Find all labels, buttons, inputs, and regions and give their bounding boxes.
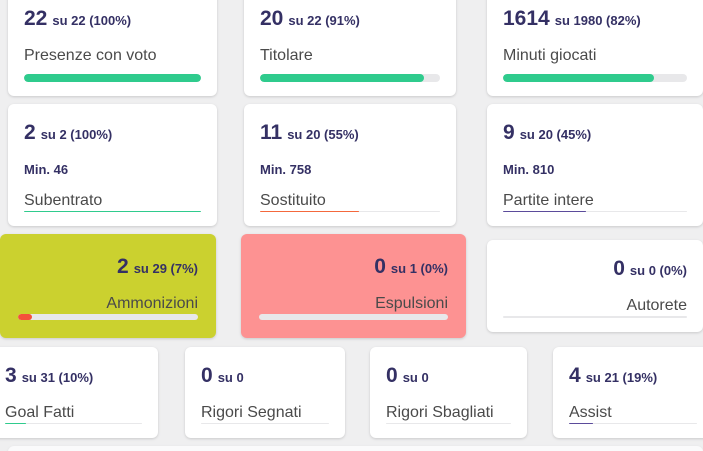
stat-detail: su 0	[217, 370, 244, 385]
stat-value: 0	[613, 257, 625, 280]
stat-value: 4	[569, 364, 581, 387]
stat-label: Ammonizioni	[106, 295, 198, 312]
progress-fill	[260, 74, 424, 82]
stat-value: 2	[24, 121, 36, 144]
stat-value: 0	[374, 255, 386, 278]
stat-detail: su 0	[402, 370, 429, 385]
progress-track	[260, 74, 440, 82]
stat-detail: su 1 (0%)	[390, 261, 448, 276]
stat-label: Espulsioni	[375, 295, 448, 312]
stat-label: Subentrato	[24, 192, 103, 209]
stat-label: Assist	[569, 404, 612, 421]
progress-track	[569, 423, 697, 424]
stat-detail: su 29 (7%)	[133, 261, 198, 276]
progress-track	[386, 423, 511, 424]
stat-value: 0	[386, 364, 398, 387]
stat-label: Goal Fatti	[5, 404, 75, 421]
stat-minutes: Min. 758	[260, 162, 312, 177]
stat-value: 20	[260, 7, 284, 30]
stat-value: 0	[201, 364, 213, 387]
stat-card-sostituito: 11 su 20 (55%) Min. 758 Sostituito	[244, 104, 456, 226]
stat-value: 2	[117, 255, 129, 278]
stat-value-line: 2 su 2 (100%)	[24, 122, 201, 146]
stat-card-espulsioni: 0 su 1 (0%) Espulsioni	[241, 234, 466, 338]
stat-value-line: 1614 su 1980 (82%)	[503, 8, 687, 32]
stat-value: 11	[260, 121, 283, 144]
stat-card-goal-fatti: 3 su 31 (10%) Goal Fatti	[0, 347, 158, 438]
stat-label: Presenze con voto	[24, 47, 157, 64]
stat-label: Autorete	[626, 297, 687, 314]
stat-minutes: Min. 810	[503, 162, 555, 177]
stat-value-line: 11 su 20 (55%)	[260, 122, 440, 146]
progress-fill	[260, 211, 359, 212]
stat-card-titolare: 20 su 22 (91%) Titolare	[244, 0, 456, 96]
stat-value: 3	[5, 364, 17, 387]
stat-card-minuti-giocati: 1614 su 1980 (82%) Minuti giocati	[487, 0, 703, 96]
stat-value-line: 0 su 1 (0%)	[259, 256, 448, 280]
progress-track	[259, 314, 448, 320]
stat-detail: su 22 (100%)	[52, 13, 132, 28]
progress-fill	[24, 211, 201, 212]
stat-value: 22	[24, 7, 48, 30]
progress-fill	[503, 74, 654, 82]
progress-track	[260, 211, 440, 212]
progress-track	[503, 316, 687, 318]
progress-track	[5, 423, 142, 424]
stat-value-line: 2 su 29 (7%)	[18, 256, 198, 280]
progress-track	[18, 314, 198, 320]
next-row-card-edge	[8, 446, 703, 451]
stat-value-line: 22 su 22 (100%)	[24, 8, 201, 32]
stat-card-autorete: 0 su 0 (0%) Autorete	[487, 240, 703, 332]
progress-fill	[569, 423, 594, 424]
progress-track	[503, 211, 687, 212]
stat-detail: su 20 (55%)	[287, 127, 359, 142]
stat-value: 9	[503, 121, 515, 144]
progress-fill	[5, 423, 26, 424]
stat-detail: su 1980 (82%)	[554, 13, 641, 28]
progress-fill	[18, 314, 33, 320]
stat-minutes: Min. 46	[24, 162, 69, 177]
progress-track	[201, 423, 329, 424]
progress-fill	[24, 74, 201, 82]
progress-track	[24, 74, 201, 82]
stat-detail: su 0 (0%)	[629, 263, 687, 278]
stat-value-line: 0 su 0 (0%)	[503, 258, 687, 282]
stat-card-assist: 4 su 21 (19%) Assist	[553, 347, 703, 438]
stat-value-line: 20 su 22 (91%)	[260, 8, 440, 32]
stat-label: Partite intere	[503, 192, 594, 209]
stat-label: Rigori Segnati	[201, 404, 302, 421]
stat-card-rigori-segnati: 0 su 0 Rigori Segnati	[185, 347, 345, 438]
stat-value: 1614	[503, 7, 550, 30]
progress-track	[503, 74, 687, 82]
stat-detail: su 31 (10%)	[21, 370, 94, 385]
stat-card-ammonizioni: 2 su 29 (7%) Ammonizioni	[0, 234, 216, 338]
stat-label: Rigori Sbagliati	[386, 404, 494, 421]
stat-label: Sostituito	[260, 192, 326, 209]
stat-label: Titolare	[260, 47, 313, 64]
stat-value-line: 9 su 20 (45%)	[503, 122, 687, 146]
stat-detail: su 2 (100%)	[40, 127, 113, 142]
stat-value-line: 4 su 21 (19%)	[569, 365, 697, 389]
stat-label: Minuti giocati	[503, 47, 597, 64]
stat-card-subentrato: 2 su 2 (100%) Min. 46 Subentrato	[8, 104, 217, 226]
stat-value-line: 0 su 0	[201, 365, 329, 389]
stat-card-partite-intere: 9 su 20 (45%) Min. 810 Partite intere	[487, 104, 703, 226]
stat-value-line: 3 su 31 (10%)	[5, 365, 142, 389]
stat-detail: su 22 (91%)	[288, 13, 360, 28]
stat-detail: su 21 (19%)	[585, 370, 658, 385]
stat-value-line: 0 su 0	[386, 365, 511, 389]
stat-detail: su 20 (45%)	[519, 127, 592, 142]
stat-card-rigori-sbagliati: 0 su 0 Rigori Sbagliati	[370, 347, 527, 438]
progress-track	[24, 211, 201, 212]
stat-card-presenze-con-voto: 22 su 22 (100%) Presenze con voto	[8, 0, 217, 96]
progress-fill	[503, 211, 586, 212]
